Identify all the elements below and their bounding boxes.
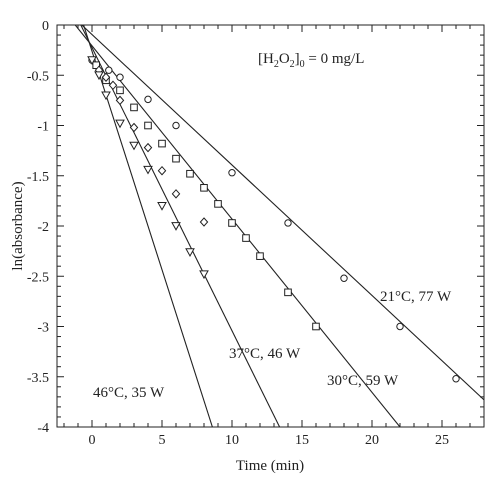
circle-marker — [105, 66, 113, 74]
square-marker — [172, 154, 180, 163]
triangle-marker — [157, 202, 167, 211]
y-tick-labels: 0 -0.5 -1 -1.5 -2 -2.5 -3 -3.5 -4 — [27, 19, 49, 436]
square-marker — [284, 288, 292, 297]
square-marker — [130, 103, 138, 112]
diamond-marker — [115, 95, 125, 106]
circle-marker — [284, 219, 292, 227]
fit-line — [74, 25, 401, 427]
circle-marker — [228, 169, 236, 177]
x-tick-label: 15 — [295, 433, 309, 448]
square-marker — [144, 121, 152, 130]
x-tick-label: 25 — [435, 433, 449, 448]
series-label: 37°C, 46 W — [229, 346, 301, 362]
x-tick-labels: 0 5 10 15 20 25 — [89, 433, 450, 448]
circle-marker — [452, 375, 460, 383]
square-marker — [256, 252, 264, 260]
axis-ticks — [57, 24, 485, 428]
concentration-annotation: [H2O2]0 = 0 mg/L — [258, 51, 364, 70]
diamond-marker — [157, 165, 167, 176]
y-tick-label: -0.5 — [27, 69, 49, 84]
y-tick-label: -2.5 — [27, 270, 49, 285]
square-marker — [200, 184, 208, 192]
triangle-marker — [185, 248, 195, 257]
square-marker — [228, 219, 236, 227]
diamond-marker — [108, 80, 118, 91]
triangle-marker — [101, 91, 111, 101]
fit-line — [83, 25, 213, 427]
y-tick-label: -1.5 — [27, 170, 49, 185]
circle-marker — [396, 322, 404, 331]
y-tick-label: -2 — [37, 220, 49, 235]
triangle-marker — [94, 71, 104, 81]
y-tick-label: 0 — [42, 19, 49, 34]
x-tick-label: 10 — [225, 433, 239, 448]
triangle-marker — [129, 141, 139, 151]
series-label: 46°C, 35 W — [93, 385, 165, 401]
diamond-marker — [199, 217, 209, 227]
circle-marker — [116, 73, 124, 81]
fit-lines — [74, 25, 484, 427]
plot-frame — [56, 24, 485, 428]
series-label: 21°C, 77 W — [380, 289, 452, 305]
square-marker — [116, 86, 124, 95]
y-tick-label: -3 — [37, 321, 49, 336]
y-tick-label: -4 — [37, 421, 49, 436]
y-tick-label: -1 — [37, 120, 49, 135]
y-tick-label: -3.5 — [27, 371, 49, 386]
y-axis-label: ln(absorbance) — [10, 181, 26, 270]
series-label: 30°C, 59 W — [327, 373, 399, 389]
triangle-marker — [171, 222, 181, 231]
fit-line — [80, 25, 281, 427]
triangle-marker — [115, 119, 125, 129]
square-marker — [186, 169, 194, 178]
circle-marker — [144, 95, 152, 104]
fit-line — [80, 25, 484, 401]
diamond-marker — [171, 189, 181, 199]
x-axis-label: Time (min) — [236, 458, 304, 474]
data-markers — [87, 56, 460, 383]
x-tick-label: 5 — [159, 433, 166, 448]
triangle-marker — [87, 56, 97, 66]
diamond-marker — [101, 72, 111, 83]
x-tick-label: 0 — [89, 433, 96, 448]
circle-marker — [340, 274, 348, 282]
square-marker — [214, 200, 222, 208]
square-marker — [92, 61, 101, 70]
square-marker — [312, 322, 320, 331]
x-tick-label: 20 — [365, 433, 379, 448]
triangle-marker — [199, 270, 209, 280]
triangle-marker — [143, 165, 153, 175]
circle-marker — [172, 121, 180, 130]
square-marker — [158, 139, 166, 148]
diamond-marker — [129, 122, 139, 133]
diamond-marker — [143, 142, 153, 153]
series-labels: 21°C, 77 W 30°C, 59 W 37°C, 46 W 46°C, 35 W — [93, 289, 452, 401]
square-marker — [242, 234, 250, 242]
